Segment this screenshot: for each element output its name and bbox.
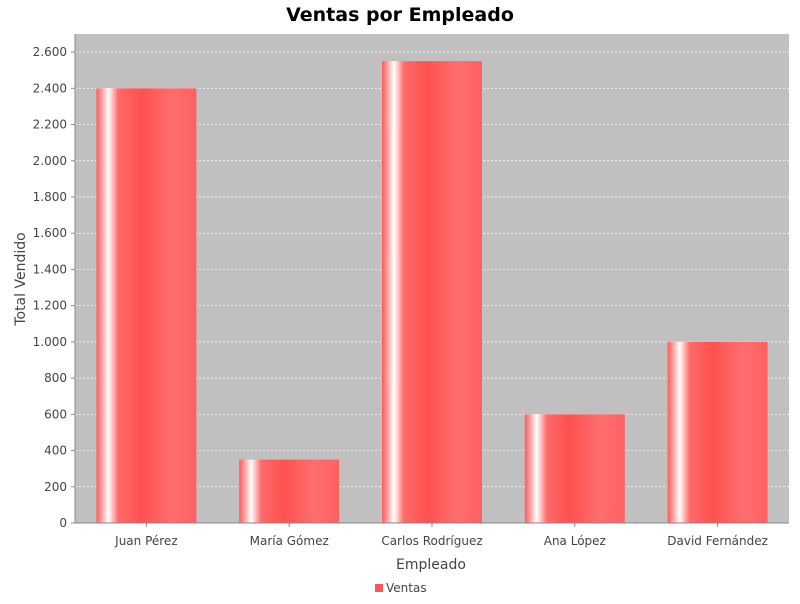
y-tick-label: 1.400: [33, 262, 67, 276]
y-tick-label: 2.000: [33, 154, 67, 168]
x-tick-label: Carlos Rodríguez: [381, 534, 482, 548]
x-axis-label: Empleado: [396, 557, 466, 573]
y-tick-label: 1.600: [33, 226, 67, 240]
y-tick-label: 800: [44, 371, 67, 385]
chart-title: Ventas por Empleado: [286, 4, 514, 26]
x-tick-label: María Gómez: [250, 534, 329, 548]
bar: [524, 414, 625, 523]
y-axis-label: Total Vendido: [13, 232, 29, 326]
bar: [667, 341, 768, 523]
bar: [239, 459, 340, 523]
x-tick-label: Ana López: [544, 534, 606, 548]
y-tick-label: 200: [44, 480, 67, 494]
bar: [382, 61, 482, 524]
x-tick-label: Juan Pérez: [114, 534, 177, 548]
y-tick-label: 0: [59, 516, 67, 530]
y-tick-label: 400: [44, 444, 67, 458]
x-tick-label: David Fernández: [667, 534, 768, 548]
y-tick-label: 1.000: [33, 335, 67, 349]
legend-label: Ventas: [386, 581, 427, 595]
x-axis-ticks: Juan Pérez María Gómez Carlos Rodríguez Ana…: [114, 523, 768, 548]
bar: [96, 88, 197, 523]
y-tick-label: 1.800: [33, 190, 67, 204]
legend: Ventas: [375, 581, 427, 595]
y-tick-label: 1.200: [33, 299, 67, 313]
bars: [96, 61, 768, 524]
y-axis-ticks: 0 200 400 600 800 1.000 1.200 1.400 1.600 1.800 2.…: [33, 45, 75, 530]
y-tick-label: 2.400: [33, 81, 67, 95]
y-tick-label: 2.600: [33, 45, 67, 59]
y-tick-label: 2.200: [33, 118, 67, 132]
y-tick-label: 600: [44, 407, 67, 421]
legend-swatch: [375, 584, 383, 592]
